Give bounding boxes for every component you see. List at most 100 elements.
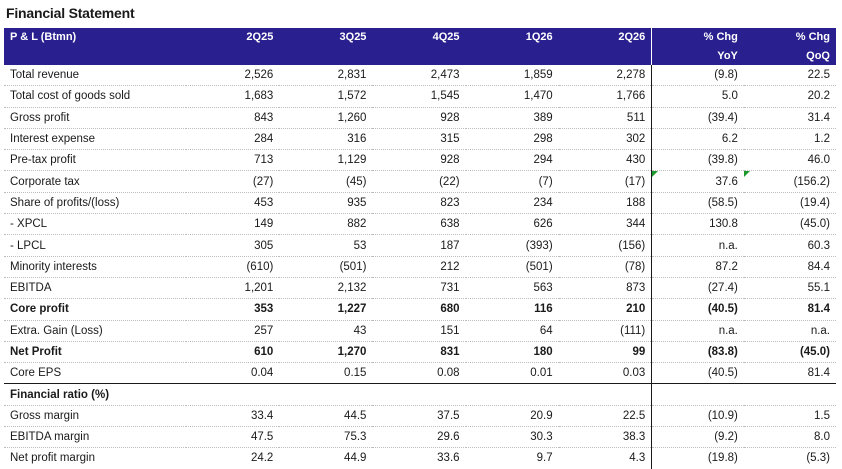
period-value: 151 xyxy=(372,320,466,342)
period-value: 1,470 xyxy=(465,85,559,108)
row-label: Total cost of goods sold xyxy=(4,85,187,108)
qoq-change: 81.4 xyxy=(743,362,836,385)
yoy-value: 37.6 xyxy=(715,175,738,188)
row-label: Core profit xyxy=(4,298,187,321)
period-value: 680 xyxy=(372,298,466,321)
header-chg-yoy-bottom: YoY xyxy=(651,46,744,65)
period-value: 1,260 xyxy=(279,107,373,129)
period-value: 1,227 xyxy=(279,298,373,321)
qoq-value: 55.1 xyxy=(807,282,830,295)
period-value: 430 xyxy=(558,149,652,172)
row-label: EBITDA xyxy=(4,277,187,300)
period-value: 563 xyxy=(465,277,559,300)
yoy-change: n.a. xyxy=(651,234,744,257)
yoy-value: (9.8) xyxy=(714,69,738,82)
qoq-value: 1.5 xyxy=(814,409,830,422)
qoq-value: 60.3 xyxy=(807,239,830,252)
yoy-value: (27.4) xyxy=(707,282,738,295)
table-header: P & L (Btmn) 2Q25 3Q25 4Q25 1Q26 2Q26 % … xyxy=(4,28,836,65)
period-value: 188 xyxy=(558,192,652,215)
header-row-2: YoY QoQ xyxy=(4,46,836,65)
qoq-change: (5.3) xyxy=(744,448,836,469)
table-row: Interest expense 284 316 315 298 302 6.2 1.2 xyxy=(4,128,836,151)
yoy-change: (58.5) xyxy=(651,192,744,215)
period-value: 116 xyxy=(465,298,559,321)
qoq-change: (19.4) xyxy=(743,192,836,215)
period-value: 0.01 xyxy=(465,362,559,385)
header-blank xyxy=(279,46,373,65)
yoy-value: 87.2 xyxy=(715,260,738,273)
period-value: 33.6 xyxy=(437,452,460,465)
yoy-value: 130.8 xyxy=(709,218,738,231)
row-label: - XPCL xyxy=(4,213,187,236)
period-value: 47.5 xyxy=(186,426,280,449)
yoy-change: (39.4) xyxy=(651,107,744,129)
table-title: Financial Statement xyxy=(6,5,135,21)
header-blank xyxy=(558,46,653,65)
period-value: 928 xyxy=(372,149,466,172)
period-value: 1,129 xyxy=(279,149,373,172)
period-value: 257 xyxy=(186,320,280,342)
period-value: 2,278 xyxy=(558,65,652,87)
qoq-value: (5.3) xyxy=(806,452,830,465)
period-value: 610 xyxy=(186,341,280,364)
row-label: Total revenue xyxy=(4,65,187,87)
header-chg-yoy-top: % Chg xyxy=(651,28,744,46)
period-value: (156) xyxy=(558,234,652,257)
table-row: Net Profit 610 1,270 831 180 99 (83.8) (45.0) xyxy=(4,341,836,364)
table-row: Pre-tax profit 713 1,129 928 294 430 (39.8) 46.… xyxy=(4,149,836,172)
period-value: 935 xyxy=(279,192,373,215)
period-value: 0.08 xyxy=(372,362,466,385)
yoy-change: 130.8 xyxy=(651,213,744,236)
empty-cell xyxy=(743,383,836,406)
yoy-change: (9.8) xyxy=(651,65,744,87)
header-blank xyxy=(465,46,559,65)
qoq-value: 46.0 xyxy=(807,154,830,167)
yoy-value: (10.9) xyxy=(707,409,738,422)
qoq-value: 22.5 xyxy=(807,69,830,82)
table-row: - LPCL 305 53 187 (393) (156) n.a. 60.3 xyxy=(4,234,836,257)
yoy-value: 6.2 xyxy=(721,133,738,146)
period-value: (501) xyxy=(279,256,373,278)
row-label: Net profit margin xyxy=(10,452,96,465)
period-value: (22) xyxy=(372,170,466,193)
row-label: Minority interests xyxy=(4,256,187,278)
period-value: 20.9 xyxy=(465,405,559,428)
period-value: 843 xyxy=(186,107,280,129)
period-value: 713 xyxy=(186,149,280,172)
yoy-change: 5.0 xyxy=(651,85,744,108)
comment-flag-icon xyxy=(652,171,659,178)
period-value: (7) xyxy=(465,170,559,193)
financial-statement-table: P & L (Btmn) 2Q25 3Q25 4Q25 1Q26 2Q26 % … xyxy=(4,28,836,469)
table-row: Net profit margin 24.2 44.9 33.6 9.7 4.3 (19.8… xyxy=(4,447,836,469)
header-period: 4Q25 xyxy=(372,28,466,46)
period-value: 0.15 xyxy=(279,362,373,385)
table-row: Core profit 353 1,227 680 116 210 (40.5) 81.4 xyxy=(4,298,836,321)
period-value: 64 xyxy=(465,320,559,342)
empty-cell xyxy=(651,383,744,406)
qoq-change: (45.0) xyxy=(743,213,836,236)
yoy-value: (39.4) xyxy=(707,111,738,124)
yoy-value: n.a. xyxy=(718,324,738,337)
yoy-change: 6.2 xyxy=(651,128,744,151)
yoy-value: (40.5) xyxy=(707,367,738,380)
header-blank xyxy=(186,46,280,65)
row-label: EBITDA margin xyxy=(4,426,187,449)
table-row: Minority interests (610) (501) 212 (501) (78)… xyxy=(4,256,836,278)
period-value: 24.2 xyxy=(250,452,274,465)
period-value: 44.5 xyxy=(279,405,373,428)
period-value: 731 xyxy=(372,277,466,300)
period-value: 1,270 xyxy=(279,341,373,364)
period-value: (111) xyxy=(558,320,652,342)
qoq-change: 81.4 xyxy=(743,298,836,321)
period-value: 38.3 xyxy=(558,426,652,449)
table-row: Extra. Gain (Loss) 257 43 151 64 (111) n.a. n.a… xyxy=(4,320,836,342)
period-value: 511 xyxy=(558,107,652,129)
header-chg-qoq-bottom: QoQ xyxy=(743,46,836,65)
period-value: 1,859 xyxy=(465,65,559,87)
period-value: 9.7 xyxy=(536,452,553,465)
header-period: 1Q26 xyxy=(465,28,559,46)
table-row: Share of profits/(loss) 453 935 823 234 188 (5… xyxy=(4,192,836,215)
yoy-change: n.a. xyxy=(651,320,744,342)
qoq-value: (45.0) xyxy=(799,346,830,358)
